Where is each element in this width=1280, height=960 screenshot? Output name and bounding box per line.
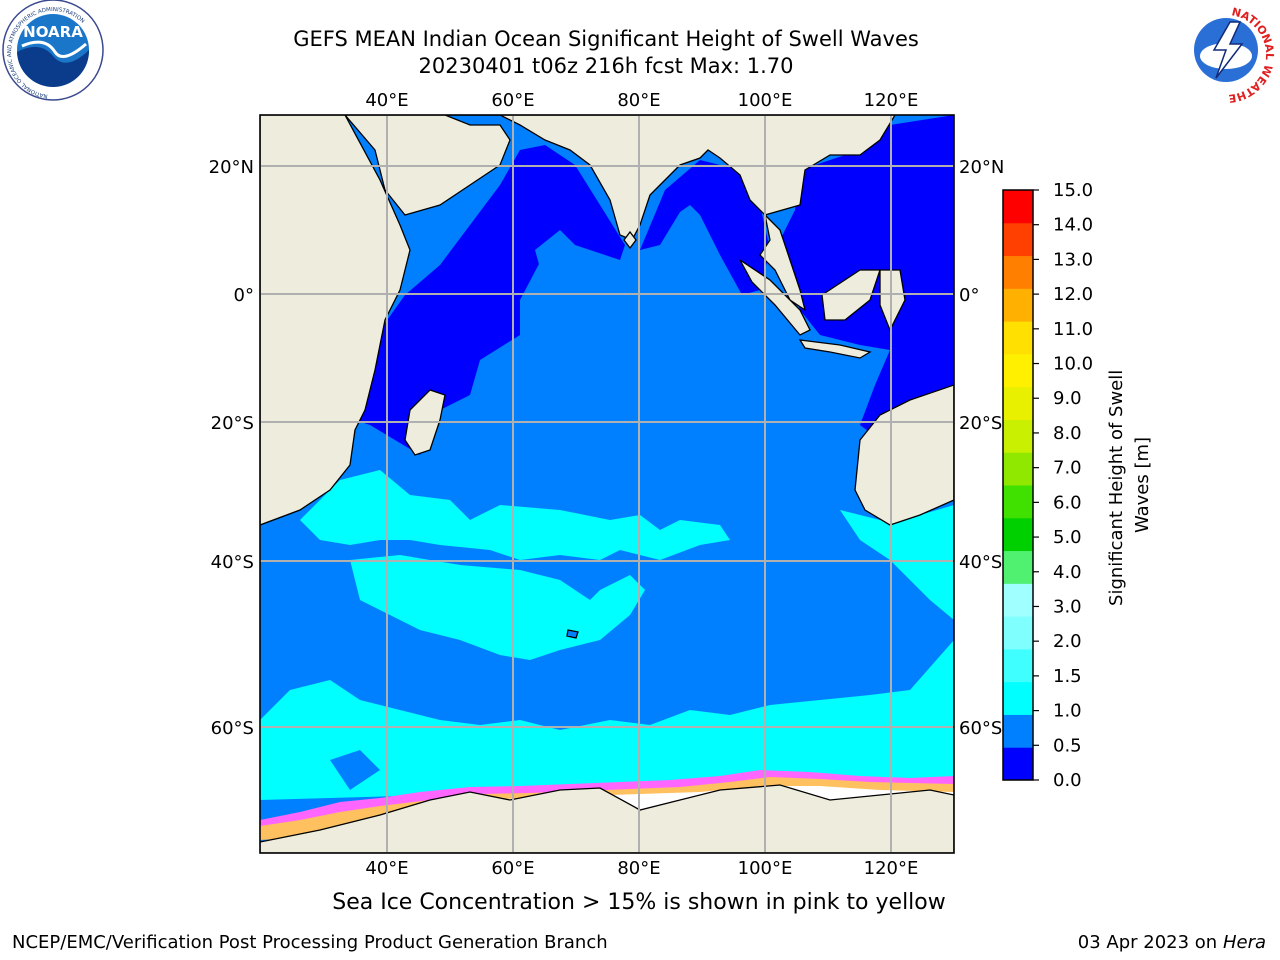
colorbar-tick-label: 9.0 [1053, 388, 1082, 409]
colorbar: 0.0 0.5 1.0 1.5 2.0 3.0 4.0 5.0 6.0 7.0 8.0 9.0 10.0… [1002, 180, 1093, 791]
colorbar-tick-label: 0.0 [1053, 770, 1082, 791]
lon-labels-bottom: 40°E 60°E 80°E 100°E 120°E [365, 858, 918, 879]
lat-label: 60°S [211, 718, 254, 739]
colorbar-tick-label: 0.5 [1053, 735, 1082, 756]
credit-right: 03 Apr 2023 on Hera [1077, 932, 1266, 953]
lat-label: 20°N [959, 157, 1004, 178]
lon-label: 60°E [491, 90, 534, 111]
map-area [260, 115, 954, 853]
colorbar-segment [1003, 288, 1033, 322]
colorbar-tick-label: 1.0 [1053, 701, 1082, 722]
colorbar-segment [1003, 747, 1033, 781]
lat-label: 60°S [959, 718, 1002, 739]
lat-label: 0° [234, 285, 254, 306]
colorbar-tick-label: 4.0 [1053, 562, 1082, 583]
lon-label: 100°E [738, 858, 793, 879]
lon-label: 120°E [864, 858, 919, 879]
colorbar-tick-label: 5.0 [1053, 527, 1082, 548]
lat-label: 40°S [959, 552, 1002, 573]
map-frame [259, 114, 955, 854]
lon-label: 60°E [491, 858, 534, 879]
colorbar-tick-label: 13.0 [1053, 249, 1093, 270]
colorbar-label: Significant Height of Swell Waves [m] [1106, 364, 1153, 606]
colorbar-segment [1003, 419, 1033, 453]
colorbar-segment [1003, 190, 1033, 224]
chart-title: GEFS MEAN Indian Ocean Significant Heigh… [293, 27, 919, 51]
colorbar-tick-label: 3.0 [1053, 596, 1082, 617]
colorbar-segment [1003, 550, 1033, 584]
lat-label: 20°S [959, 413, 1002, 434]
colorbar-tick-label: 10.0 [1053, 354, 1093, 375]
colorbar-segment [1003, 321, 1033, 355]
colorbar-segment [1003, 714, 1033, 748]
colorbar-segment [1003, 255, 1033, 289]
colorbar-segment [1003, 222, 1033, 257]
lat-label: 20°S [211, 413, 254, 434]
colorbar-tick-label: 15.0 [1053, 180, 1093, 201]
noaa-logo: NOARA NATIONAL OCEANIC AND ATMOSPHERIC A… [2, 0, 104, 101]
lat-labels-left: 20°N 0° 20°S 40°S 60°S [209, 157, 254, 739]
lon-label: 80°E [617, 858, 660, 879]
lon-label: 80°E [617, 90, 660, 111]
colorbar-tick-label: 14.0 [1053, 215, 1093, 236]
colorbar-segment [1003, 353, 1033, 388]
colorbar-segment [1003, 583, 1033, 617]
colorbar-segment [1003, 452, 1033, 486]
colorbar-segment [1003, 386, 1033, 420]
lat-label: 20°N [209, 157, 254, 178]
lon-label: 40°E [365, 858, 408, 879]
colorbar-segment [1003, 648, 1033, 683]
map-gridlines [260, 115, 954, 853]
lat-labels-right: 20°N 0° 20°S 40°S 60°S [959, 157, 1004, 739]
colorbar-tick-label: 8.0 [1053, 423, 1082, 444]
chart-subtitle: 20230401 t06z 216h fcst Max: 1.70 [418, 54, 794, 78]
colorbar-tick-label: 12.0 [1053, 284, 1093, 305]
colorbar-tick-label: 7.0 [1053, 458, 1082, 479]
colorbar-tick-label: 11.0 [1053, 319, 1093, 340]
lon-label: 120°E [864, 90, 919, 111]
lon-label: 100°E [738, 90, 793, 111]
colorbar-segment [1003, 485, 1033, 519]
colorbar-frame [1002, 189, 1034, 781]
lon-label: 40°E [365, 90, 408, 111]
noaa-logo-text: NOARA [23, 23, 83, 41]
colorbar-tick-label: 1.5 [1053, 666, 1082, 687]
lat-label: 40°S [211, 552, 254, 573]
colorbar-segment [1003, 616, 1033, 650]
credit-left: NCEP/EMC/Verification Post Processing Pr… [12, 932, 608, 953]
colorbar-tick-label: 2.0 [1053, 631, 1082, 652]
colorbar-segment [1003, 517, 1033, 552]
lon-labels-top: 40°E 60°E 80°E 100°E 120°E [365, 90, 918, 111]
colorbar-segment [1003, 681, 1033, 715]
lat-label: 0° [959, 285, 979, 306]
colorbar-tick-label: 6.0 [1053, 492, 1082, 513]
sea-ice-note: Sea Ice Concentration > 15% is shown in … [332, 890, 946, 915]
kerguelen-island [566, 629, 579, 639]
